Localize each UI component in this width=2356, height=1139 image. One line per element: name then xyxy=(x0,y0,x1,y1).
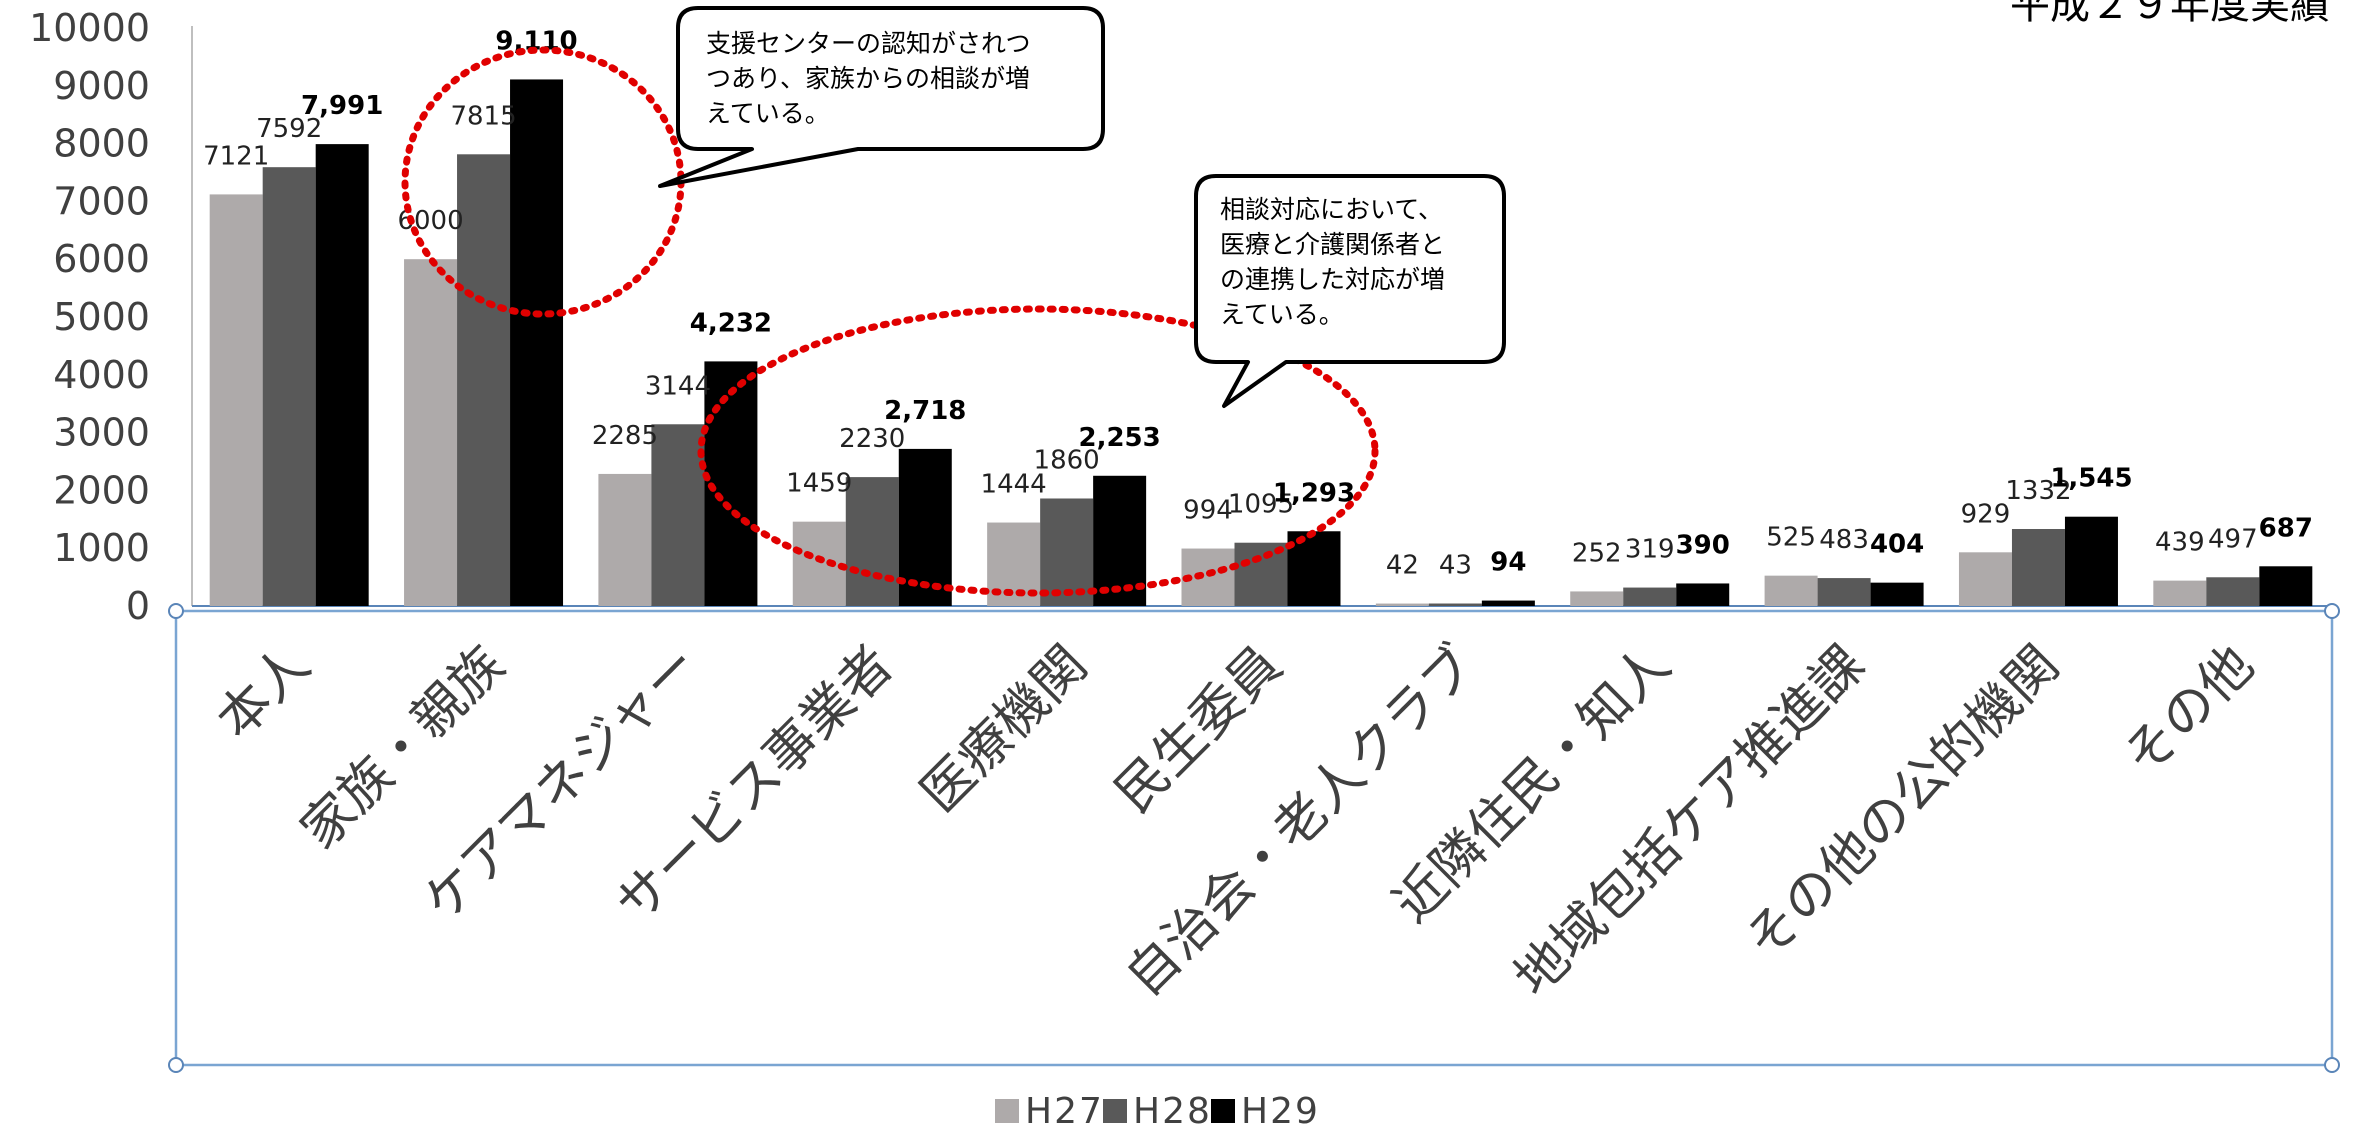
bar-h29 xyxy=(1287,531,1341,606)
legend-label-h28: H28 xyxy=(1133,1091,1212,1132)
data-label-h27: 525 xyxy=(1766,523,1816,553)
bar-h28 xyxy=(1623,587,1677,606)
bar-h29 xyxy=(1870,582,1924,606)
category-label: 自治会・老人クラブ xyxy=(1115,635,1488,1008)
data-label-h29: 7,991 xyxy=(301,91,383,121)
callout-family-text: 支援センターの認知がされつ つあり、家族からの相談が増 えている。 xyxy=(706,29,1038,128)
data-label-h29: 390 xyxy=(1676,530,1730,560)
legend-label-h29: H29 xyxy=(1241,1091,1320,1132)
bar-h29 xyxy=(510,79,564,606)
data-label-h27: 7121 xyxy=(203,141,269,171)
data-label-h28: 497 xyxy=(2208,524,2258,554)
y-tick-label: 10000 xyxy=(29,6,150,50)
category-label: 民生委員 xyxy=(1104,635,1294,825)
data-label-h28: 1332 xyxy=(2005,476,2071,506)
bar-h27 xyxy=(598,473,652,606)
data-label-h28: 319 xyxy=(1625,535,1675,565)
y-tick-label: 0 xyxy=(126,584,150,628)
legend: H27 H28 H29 xyxy=(995,1091,1320,1132)
data-label-h29: 687 xyxy=(2259,513,2313,543)
data-label-h28: 2230 xyxy=(839,424,905,454)
bar-h28 xyxy=(1428,603,1482,606)
bar-h27 xyxy=(1958,552,2012,606)
y-tick-label: 9000 xyxy=(53,64,150,108)
bar-h27 xyxy=(404,259,458,606)
category-label: 本人 xyxy=(206,635,322,751)
bar-h28 xyxy=(651,424,705,606)
bar-h29 xyxy=(898,448,952,606)
callout-medical: 相談対応において、 医療と介護関係者と の連携した対応が増 えている。 xyxy=(1194,174,1506,408)
bar-h28 xyxy=(845,477,899,606)
bars xyxy=(209,79,2313,607)
y-tick-label: 4000 xyxy=(53,353,150,397)
bar-h27 xyxy=(2153,580,2207,606)
category-label: その他 xyxy=(2113,635,2266,788)
chart-title: 平成２９年度実績 xyxy=(2010,0,2330,28)
callout-family: 支援センターの認知がされつ つあり、家族からの相談が増 えている。 xyxy=(658,6,1105,188)
data-label-h27: 1444 xyxy=(981,470,1047,500)
bar-h28 xyxy=(262,167,316,606)
data-label-h28: 483 xyxy=(1819,525,1869,555)
bar-h28 xyxy=(2011,529,2065,606)
data-label-h28: 1095 xyxy=(1228,490,1294,520)
bar-h28 xyxy=(457,154,511,606)
legend-swatch-h28 xyxy=(1103,1099,1127,1123)
axes: 1000090008000700060005000400030002000100… xyxy=(29,6,2330,628)
data-label-h27: 439 xyxy=(2155,528,2205,558)
y-tick-label: 2000 xyxy=(53,468,150,512)
y-tick-label: 7000 xyxy=(53,179,150,223)
highlight-circle-medical xyxy=(697,305,1379,597)
legend-label-h27: H27 xyxy=(1025,1091,1104,1132)
category-label: 医療機関 xyxy=(910,635,1100,825)
bar-h29 xyxy=(2064,516,2118,606)
selection-handles[interactable] xyxy=(168,603,2340,1073)
data-label-h27: 42 xyxy=(1386,551,1419,581)
data-label-h29: 2,718 xyxy=(884,396,966,426)
data-label-h28: 7815 xyxy=(450,101,516,131)
data-label-h28: 3144 xyxy=(645,371,711,401)
data-label-h27: 2285 xyxy=(592,421,658,451)
data-label-h29: 1,293 xyxy=(1273,478,1355,508)
data-label-h28: 7592 xyxy=(256,114,322,144)
legend-swatch-h29 xyxy=(1211,1099,1235,1123)
data-label-h27: 252 xyxy=(1572,538,1622,568)
bar-h27 xyxy=(1764,575,1818,606)
data-label-h28: 43 xyxy=(1439,551,1472,581)
data-label-h29: 404 xyxy=(1870,530,1924,560)
bar-h29 xyxy=(2259,566,2313,606)
y-tick-label: 6000 xyxy=(53,237,150,281)
bar-h27 xyxy=(792,521,846,606)
callout-medical-text: 相談対応において、 医療と介護関係者と の連携した対応が増 えている。 xyxy=(1220,195,1453,329)
data-label-h29: 4,232 xyxy=(690,308,772,338)
y-tick-label: 5000 xyxy=(53,295,150,339)
y-tick-label: 1000 xyxy=(53,526,150,570)
bar-h29 xyxy=(1676,583,1730,606)
category-axis-selection-box[interactable] xyxy=(174,609,2334,1067)
category-label: 地域包括ケア推進課 xyxy=(1503,635,1876,1008)
data-label-h29: 2,253 xyxy=(1079,423,1161,453)
bar-h28 xyxy=(1817,578,1871,606)
data-label-h27: 929 xyxy=(1961,499,2011,529)
data-label-h29: 1,545 xyxy=(2050,464,2132,494)
bar-h27 xyxy=(1375,603,1429,606)
bar-h28 xyxy=(2206,577,2260,606)
bar-h29 xyxy=(1481,600,1535,606)
bar-h27 xyxy=(1570,591,1624,606)
legend-swatch-h27 xyxy=(995,1099,1019,1123)
data-label-h27: 994 xyxy=(1183,496,1233,526)
bar-h28 xyxy=(1040,498,1094,606)
bar-h27 xyxy=(209,194,263,607)
data-label-h28: 1860 xyxy=(1034,445,1100,475)
y-tick-label: 3000 xyxy=(53,411,150,455)
y-tick-label: 8000 xyxy=(53,122,150,166)
bar-h29 xyxy=(315,144,369,607)
data-label-h29: 94 xyxy=(1490,548,1526,578)
data-label-h27: 1459 xyxy=(786,469,852,499)
